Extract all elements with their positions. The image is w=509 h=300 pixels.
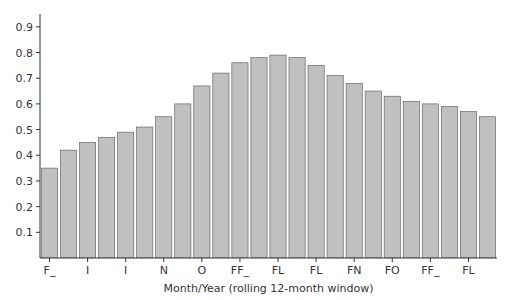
y-tick <box>36 26 40 27</box>
x-tick-label: F_ <box>44 264 56 277</box>
x-tick-label: FF_ <box>421 264 440 277</box>
chart: 0.1 0.2 0.3 0.4 0.5 0.6 0.7 0.8 0.9 F_ I I N O FF_ FL FL… <box>0 0 509 300</box>
x-tick-label: FL <box>462 264 475 277</box>
y-tick-label: 0.9 <box>16 21 34 34</box>
x-tick <box>316 258 317 262</box>
x-tick-label: FL <box>272 264 285 277</box>
bar <box>479 117 495 258</box>
bar <box>270 55 286 258</box>
y-tick-label: 0.3 <box>16 175 34 188</box>
bar <box>213 73 229 258</box>
x-axis-line <box>40 258 497 259</box>
x-tick <box>49 258 50 262</box>
x-tick <box>354 258 355 262</box>
bar <box>99 137 115 258</box>
y-tick <box>36 180 40 181</box>
bar <box>232 63 248 258</box>
x-axis-label: Month/Year (rolling 12-month window) <box>163 282 373 295</box>
y-tick-label: 0.2 <box>16 201 34 214</box>
bar <box>251 58 267 258</box>
y-tick-label: 0.4 <box>16 149 34 162</box>
bar <box>384 96 400 258</box>
x-tick <box>278 258 279 262</box>
bar <box>346 83 362 258</box>
bar <box>137 127 153 258</box>
x-tick-label: FF_ <box>231 264 250 277</box>
x-tick <box>430 258 431 262</box>
y-axis-line <box>40 14 41 258</box>
x-tick-label: FL <box>310 264 323 277</box>
x-tick <box>468 258 469 262</box>
y-tick <box>36 103 40 104</box>
y-tick <box>36 206 40 207</box>
bar <box>118 132 134 258</box>
x-tick-label: O <box>198 264 207 277</box>
x-tick <box>201 258 202 262</box>
y-tick-label: 0.7 <box>16 72 34 85</box>
bar <box>422 104 438 258</box>
bars <box>41 55 495 258</box>
bar <box>403 101 419 258</box>
y-tick <box>36 78 40 79</box>
x-tick-label: I <box>124 264 127 277</box>
y-tick-label: 0.1 <box>16 226 34 239</box>
y-tick <box>36 52 40 53</box>
x-tick <box>163 258 164 262</box>
y-tick-label: 0.8 <box>16 47 34 60</box>
bar <box>327 76 343 258</box>
x-tick <box>87 258 88 262</box>
bar <box>460 112 476 258</box>
x-tick-label: N <box>160 264 168 277</box>
x-tick <box>125 258 126 262</box>
x-tick-label: FN <box>347 264 362 277</box>
bar <box>60 150 76 258</box>
x-tick-label: FO <box>385 264 400 277</box>
x-tick <box>239 258 240 262</box>
bar <box>156 117 172 258</box>
bar <box>289 58 305 258</box>
y-tick <box>36 155 40 156</box>
bar <box>175 104 191 258</box>
x-tick-label: I <box>86 264 89 277</box>
y-tick <box>36 129 40 130</box>
bar <box>441 106 457 258</box>
y-tick-label: 0.5 <box>16 124 34 137</box>
bar <box>308 65 324 258</box>
bar <box>80 142 96 258</box>
bar <box>194 86 210 258</box>
y-tick-label: 0.6 <box>16 98 34 111</box>
bar <box>365 91 381 258</box>
y-tick <box>36 232 40 233</box>
bar <box>41 168 57 258</box>
x-tick <box>392 258 393 262</box>
